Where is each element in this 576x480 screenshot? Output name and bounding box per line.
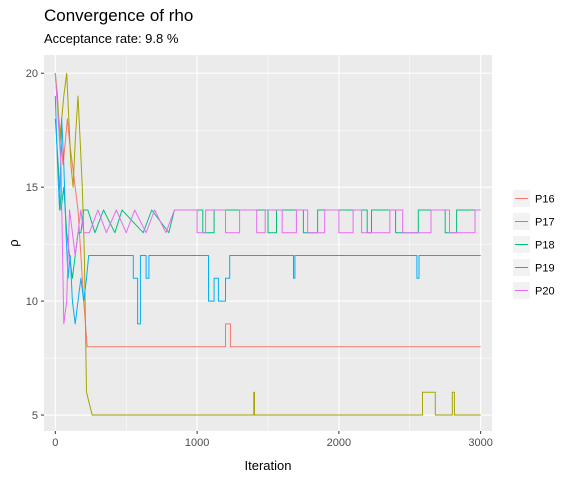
x-tick-label: 3000 — [468, 437, 492, 449]
legend: P16 P17 P18 P19 P20 — [513, 190, 555, 299]
legend-label-p20: P20 — [535, 286, 555, 298]
chart-title: Convergence of rho — [44, 6, 194, 25]
x-axis-ticks: 0 1000 2000 3000 — [52, 431, 493, 449]
chart-subtitle: Acceptance rate: 9.8 % — [44, 31, 179, 46]
y-axis-ticks: 5 10 15 20 — [26, 68, 44, 422]
x-tick-label: 0 — [52, 437, 58, 449]
y-tick-label: 10 — [26, 296, 38, 308]
legend-label-p17: P17 — [535, 217, 555, 229]
y-tick-label: 15 — [26, 182, 38, 194]
legend-label-p18: P18 — [535, 240, 555, 252]
series-lines — [54, 72, 481, 416]
y-tick-label: 5 — [32, 410, 38, 422]
legend-label-p19: P19 — [535, 263, 555, 275]
y-tick-label: 20 — [26, 68, 38, 80]
y-axis-title: ρ — [6, 239, 21, 246]
series-line-p19 — [54, 95, 481, 325]
x-tick-label: 2000 — [327, 437, 351, 449]
x-axis-title: Iteration — [245, 458, 292, 473]
series-line-p17 — [54, 72, 481, 416]
legend-label-p16: P16 — [535, 194, 555, 206]
series-line-p20 — [54, 73, 481, 325]
x-tick-label: 1000 — [185, 437, 209, 449]
